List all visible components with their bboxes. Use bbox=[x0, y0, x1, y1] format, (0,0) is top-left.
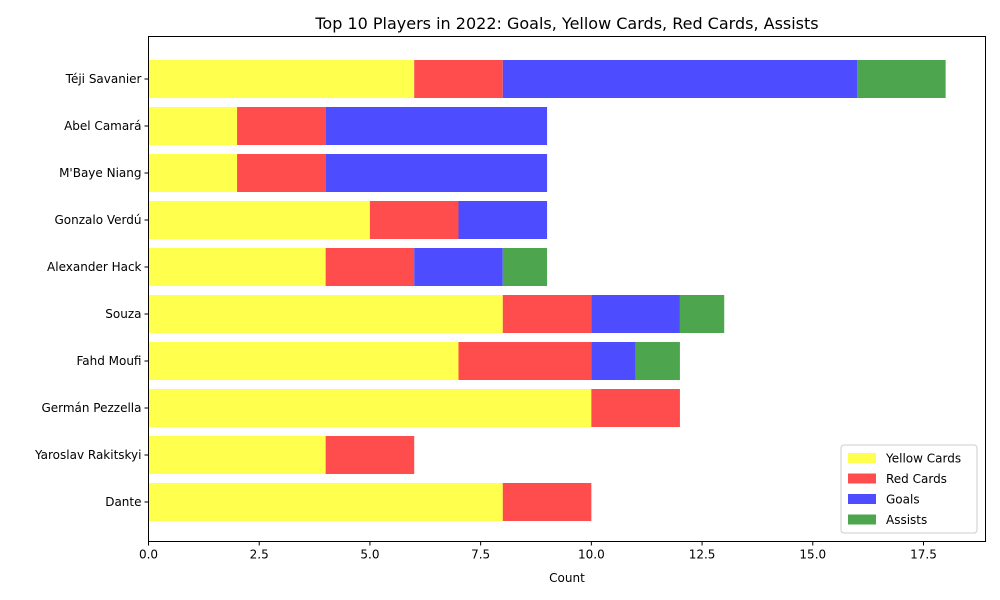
bar-red-cards-1 bbox=[237, 107, 326, 145]
bar-red-cards-9 bbox=[502, 483, 592, 521]
y-tick-label: Gonzalo Verdú bbox=[55, 213, 142, 227]
y-tick-label: Alexander Hack bbox=[47, 260, 141, 274]
bar-red-cards-6 bbox=[458, 342, 592, 380]
legend-swatch-assists bbox=[848, 514, 876, 525]
bar-assists-4 bbox=[502, 248, 548, 286]
legend-swatch-red-cards bbox=[848, 473, 876, 484]
x-tick-label: 5.0 bbox=[360, 548, 379, 562]
bar-goals-5 bbox=[591, 295, 680, 333]
legend-label: Yellow Cards bbox=[885, 452, 961, 466]
y-tick-label: Téji Savanier bbox=[65, 72, 142, 86]
bar-yellow-cards-9 bbox=[148, 483, 503, 521]
y-tick-label: Germán Pezzella bbox=[41, 401, 141, 415]
x-tick-label: 0.0 bbox=[139, 548, 158, 562]
y-tick-label: Souza bbox=[105, 307, 141, 321]
x-tick-label: 15.0 bbox=[799, 548, 826, 562]
bar-yellow-cards-0 bbox=[148, 60, 415, 98]
bar-red-cards-3 bbox=[369, 201, 459, 239]
bar-assists-6 bbox=[635, 342, 680, 380]
legend-label: Assists bbox=[886, 513, 927, 527]
bar-goals-6 bbox=[591, 342, 636, 380]
legend: Yellow Cards Red Cards Goals Assists bbox=[840, 444, 978, 534]
bar-red-cards-4 bbox=[325, 248, 415, 286]
x-axis-ticks: 0.0 2.5 5.0 7.5 10.0 12.5 15.0 17.5 bbox=[139, 541, 937, 562]
y-tick-label: Abel Camará bbox=[64, 119, 141, 133]
legend-label: Goals bbox=[886, 493, 920, 507]
x-axis-label: Count bbox=[549, 571, 585, 585]
bar-red-cards-5 bbox=[502, 295, 592, 333]
bar-yellow-cards-4 bbox=[148, 248, 326, 286]
y-tick-label: Yaroslav Rakitskyi bbox=[34, 448, 142, 462]
bar-goals-3 bbox=[458, 201, 548, 239]
y-tick-label: M'Baye Niang bbox=[59, 166, 141, 180]
legend-swatch-goals bbox=[848, 494, 876, 504]
bar-yellow-cards-2 bbox=[148, 154, 238, 192]
bar-yellow-cards-6 bbox=[148, 342, 459, 380]
x-tick-label: 17.5 bbox=[910, 548, 937, 562]
legend-frame bbox=[840, 444, 978, 534]
x-tick-label: 12.5 bbox=[689, 548, 716, 562]
bar-yellow-cards-8 bbox=[148, 436, 326, 474]
legend-label: Red Cards bbox=[886, 472, 947, 486]
bar-red-cards-2 bbox=[237, 154, 326, 192]
x-tick-label: 7.5 bbox=[471, 548, 490, 562]
bar-red-cards-0 bbox=[414, 60, 503, 98]
x-tick-label: 2.5 bbox=[250, 548, 269, 562]
y-tick-label: Dante bbox=[105, 495, 141, 509]
legend-swatch-yellow-cards bbox=[848, 453, 876, 463]
bar-goals-4 bbox=[414, 248, 503, 286]
y-axis-ticks: Téji Savanier Abel Camará M'Baye Niang Gonz… bbox=[34, 72, 149, 509]
bar-goals-2 bbox=[325, 154, 548, 192]
bar-yellow-cards-7 bbox=[148, 389, 592, 427]
bar-yellow-cards-3 bbox=[148, 201, 370, 239]
bar-red-cards-7 bbox=[591, 389, 680, 427]
bars-group bbox=[148, 60, 946, 521]
bar-assists-5 bbox=[679, 295, 725, 333]
bar-goals-1 bbox=[325, 107, 548, 145]
bar-assists-0 bbox=[857, 60, 946, 98]
y-tick-label: Fahd Moufi bbox=[76, 354, 141, 368]
bar-yellow-cards-1 bbox=[148, 107, 238, 145]
x-tick-label: 10.0 bbox=[578, 548, 605, 562]
plot-frame bbox=[148, 36, 986, 542]
chart-title: Top 10 Players in 2022: Goals, Yellow Ca… bbox=[314, 14, 818, 33]
bar-yellow-cards-5 bbox=[148, 295, 503, 333]
bar-goals-0 bbox=[502, 60, 858, 98]
bar-red-cards-8 bbox=[325, 436, 415, 474]
